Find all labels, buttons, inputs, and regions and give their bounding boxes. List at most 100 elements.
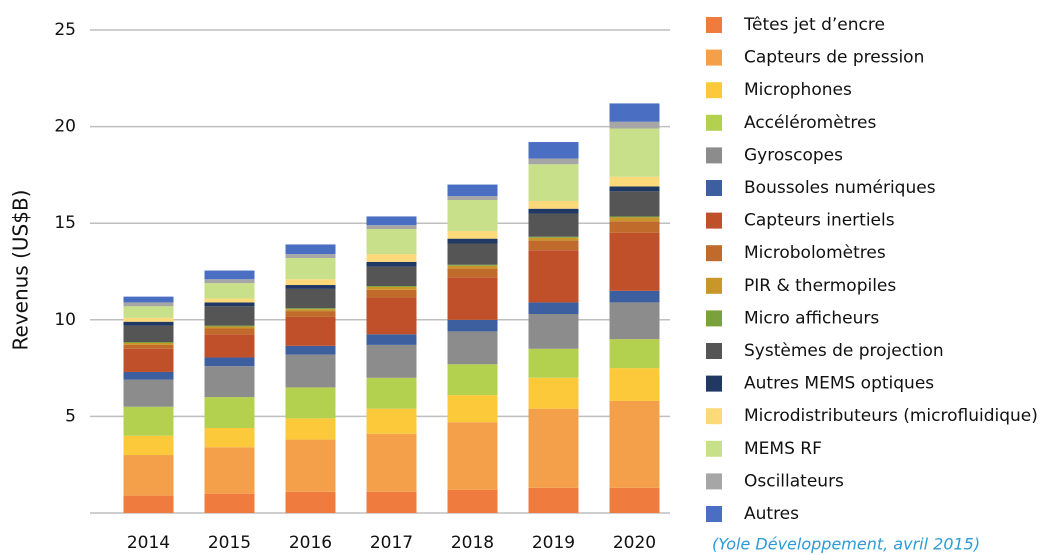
bar-segment	[123, 344, 174, 349]
legend-label: Accéléromètres	[744, 113, 876, 133]
bar-segment	[204, 306, 255, 326]
bar-segment	[609, 290, 660, 303]
legend-swatch	[706, 49, 722, 66]
bar-segment	[123, 371, 174, 380]
bar-segment	[366, 289, 417, 298]
bar-segment	[528, 377, 579, 409]
bar-segment	[447, 422, 498, 490]
bar-segment	[528, 208, 579, 214]
legend-swatch	[706, 506, 722, 522]
bar-segment	[123, 455, 174, 496]
bar-segment	[528, 240, 579, 251]
y-axis-label: Revenus (US$B)	[9, 190, 33, 351]
bar-segment	[447, 200, 498, 231]
bar-segment	[204, 447, 255, 494]
legend-label: Capteurs de pression	[744, 48, 924, 68]
bar-segment	[366, 344, 417, 378]
legend-label: Têtes jet d’encre	[743, 15, 885, 35]
legend-swatch	[706, 473, 722, 490]
legend-swatch	[706, 310, 722, 327]
legend-swatch	[706, 212, 722, 229]
bar-segment	[447, 196, 498, 201]
bar-segment	[366, 225, 417, 229]
x-tick-label: 2020	[613, 533, 656, 553]
bar-segment	[123, 348, 174, 372]
bar-segment	[609, 232, 660, 291]
legend-swatch	[706, 180, 722, 196]
x-tick-label: 2019	[532, 533, 575, 553]
legend-label: Microphones	[744, 80, 852, 100]
bar-segment	[204, 493, 255, 513]
bar-segment	[447, 243, 498, 265]
bar-segment	[609, 368, 660, 401]
legend-label: Systèmes de projection	[744, 341, 944, 361]
bar-segment	[123, 306, 174, 318]
bar-segment	[528, 237, 579, 241]
bar-segment	[366, 216, 417, 226]
x-tick-label: 2015	[208, 533, 251, 553]
x-tick-label: 2016	[289, 533, 332, 553]
bar-segment	[204, 283, 255, 299]
bar-segment	[609, 128, 660, 177]
bar-segment	[285, 491, 336, 513]
bar-segment	[204, 298, 255, 303]
bar-segment	[123, 296, 174, 303]
y-tick-label: 15	[54, 213, 76, 233]
legend-swatch	[706, 147, 722, 164]
bar-segment	[447, 238, 498, 244]
bar-segment	[285, 354, 336, 388]
bar-segment	[285, 439, 336, 492]
legend-label: Capteurs inertiels	[744, 211, 895, 231]
y-tick-label: 10	[54, 310, 76, 330]
legend-swatch	[706, 343, 722, 359]
bar-segment	[123, 321, 174, 326]
source: (Yole Développement, avril 2015)	[712, 535, 980, 554]
bar-segment	[285, 244, 336, 255]
bar-segment	[285, 254, 336, 258]
x-tick-label: 2018	[451, 533, 494, 553]
bar-segment	[123, 342, 174, 343]
bar-segment	[528, 302, 579, 315]
bar-segment	[609, 302, 660, 340]
bar-segment	[204, 366, 255, 398]
bar-segment	[366, 261, 417, 267]
bar-segment	[609, 216, 660, 218]
bar-segment	[285, 309, 336, 312]
y-tick-label: 20	[54, 117, 76, 137]
bar-segment	[528, 142, 579, 159]
bar-segment	[123, 317, 174, 322]
legend-label: Boussoles numériques	[744, 178, 936, 198]
legend-swatch	[706, 440, 722, 457]
bar-segment	[609, 103, 660, 122]
bar-segment	[123, 302, 174, 307]
bar-segment	[366, 285, 417, 287]
bar-segment	[447, 319, 498, 332]
legend-label: MEMS RF	[744, 439, 822, 459]
bar-segment	[366, 286, 417, 290]
legend-label: Microbolomètres	[744, 243, 886, 263]
bar-segment	[609, 191, 660, 217]
bar-segment	[204, 325, 255, 327]
bar-segment	[609, 221, 660, 233]
legend-label: Gyroscopes	[744, 145, 843, 165]
bar-segment	[609, 186, 660, 192]
bar-segment	[204, 427, 255, 448]
bar-segment	[447, 331, 498, 365]
bar-segment	[528, 408, 579, 488]
bar-segment	[123, 325, 174, 343]
bar-segment	[285, 418, 336, 440]
bar-segment	[447, 364, 498, 396]
legend-label: Oscillateurs	[744, 471, 844, 491]
bar-segment	[528, 250, 579, 303]
bar-segment	[285, 387, 336, 419]
bar-segment	[609, 176, 660, 187]
bar-segment	[204, 334, 255, 358]
bar-segment	[447, 265, 498, 269]
bar-segment	[447, 268, 498, 278]
bar-segment	[123, 406, 174, 436]
bar-segment	[285, 285, 336, 289]
bar-segment	[285, 279, 336, 286]
bar-segment	[366, 266, 417, 286]
bar-segment	[285, 311, 336, 317]
